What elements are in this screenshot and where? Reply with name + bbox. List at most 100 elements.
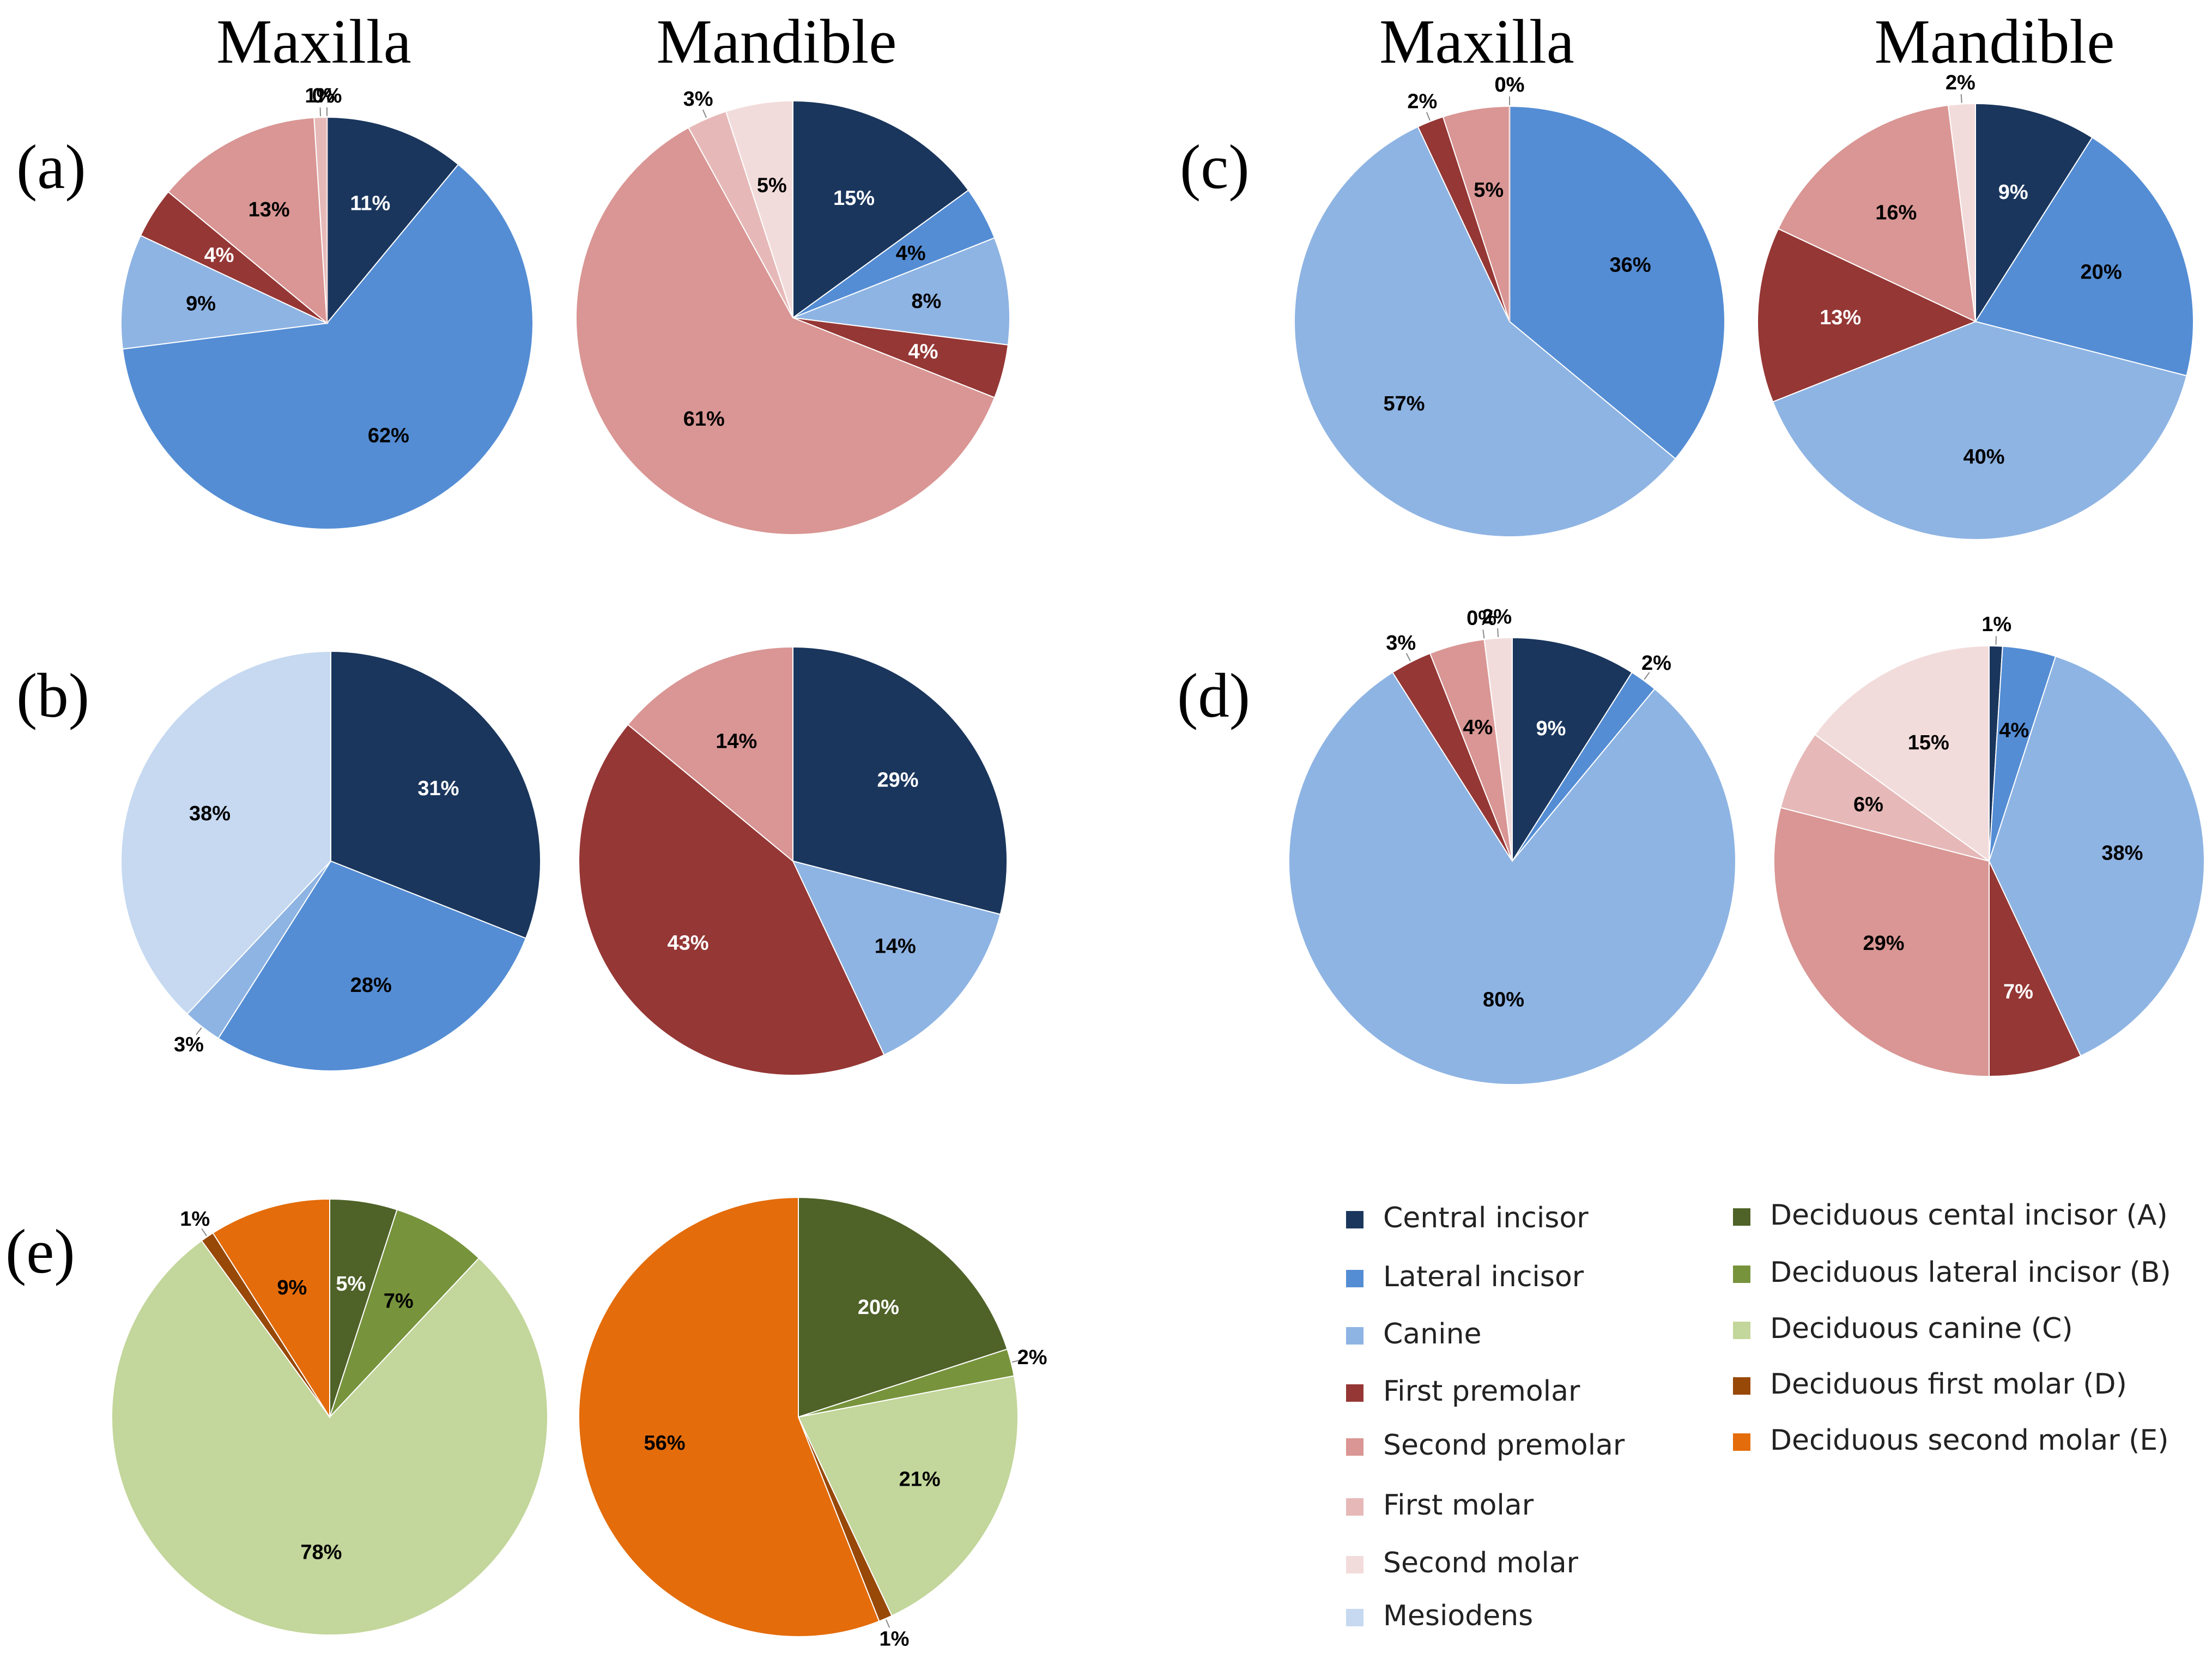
legend-swatch bbox=[1346, 1327, 1363, 1345]
pie-slice-deciduous-canine-c- bbox=[797, 1375, 1019, 1616]
legend-label: Deciduous lateral incisor (B) bbox=[1770, 1256, 2171, 1289]
header-right-mandible: Mandible bbox=[1875, 7, 2115, 76]
pie-slice-lateral-incisor bbox=[122, 164, 534, 530]
pie-charts: 11%62%9%4%13%1%0%15%4%8%4%61%3%5%31%28%3… bbox=[111, 71, 2205, 1651]
slice-value-label: 2% bbox=[1482, 606, 1512, 628]
slice-value-label: 0% bbox=[312, 84, 342, 107]
slice-value-label: 13% bbox=[249, 198, 290, 221]
pie-slice-second-molar bbox=[725, 100, 793, 318]
pie-slice-second-molar bbox=[1947, 102, 1976, 322]
slice-value-label: 40% bbox=[1963, 446, 2005, 469]
pie-slice-central-incisor bbox=[1975, 102, 2093, 324]
slice-value-label: 21% bbox=[899, 1468, 941, 1491]
pie-slice-deciduous-cental-incisor-a- bbox=[798, 1196, 1008, 1418]
leader-line bbox=[1960, 94, 1962, 103]
legend-item-mesiodens: Mesiodens bbox=[1346, 1600, 1533, 1632]
leader-line bbox=[1644, 672, 1650, 680]
pie-e-mandible: 20% 2% 21% 1% 56% bbox=[578, 1196, 1047, 1651]
legend-label: Central incisor bbox=[1383, 1202, 1589, 1234]
pie-slice-second-premolar bbox=[167, 117, 328, 325]
slice-value-label: 5% bbox=[1474, 179, 1504, 202]
legend-label: Deciduous first molar (D) bbox=[1770, 1368, 2127, 1401]
slice-value-label: 29% bbox=[877, 769, 918, 792]
slice-value-label: 29% bbox=[1863, 932, 1904, 955]
leader-line bbox=[1426, 112, 1431, 121]
slice-value-label: 9% bbox=[186, 292, 216, 315]
slice-value-label: 2% bbox=[1641, 652, 1671, 675]
pie-slice-central-incisor bbox=[792, 646, 1008, 915]
legend-swatch bbox=[1346, 1498, 1363, 1516]
legend-label: Second premolar bbox=[1383, 1429, 1625, 1462]
pie-slice-deciduous-second-molar-e- bbox=[578, 1196, 880, 1637]
legend-swatch bbox=[1733, 1377, 1750, 1395]
pie-slice-canine bbox=[792, 860, 1001, 1056]
slice-value-label: 38% bbox=[189, 802, 231, 825]
pie-slice-second-premolar bbox=[627, 646, 793, 863]
slice-value-label: 20% bbox=[858, 1296, 899, 1319]
slice-value-label: 0% bbox=[1495, 74, 1525, 96]
pie-c-mandible: 9% 20% 40% 13% 16% 2% bbox=[1757, 71, 2194, 540]
legend-swatch bbox=[1346, 1270, 1363, 1287]
pie-c-maxilla: 0%36%57%2%5%0%0% bbox=[1294, 74, 1725, 537]
legend-item-deciduous-canine-c-: Deciduous canine (C) bbox=[1733, 1312, 2073, 1345]
legend-label: Deciduous second molar (E) bbox=[1770, 1424, 2169, 1457]
pie-slice-lateral-incisor bbox=[1509, 105, 1725, 460]
slice-value-label: 4% bbox=[1463, 716, 1493, 739]
pie-a-maxilla: 11% 62% 9% 4% 13% 1%0% bbox=[120, 84, 534, 530]
slice-value-label: 14% bbox=[716, 730, 757, 753]
slice-value-label: 31% bbox=[417, 777, 459, 800]
pie-slice-canine bbox=[1294, 126, 1676, 537]
slice-value-label: 15% bbox=[1908, 731, 1949, 754]
pie-slice-second-molar bbox=[1814, 645, 1990, 862]
slice-value-label: 4% bbox=[896, 242, 926, 265]
pie-slice-deciduous-lateral-incisor-b- bbox=[329, 1209, 480, 1418]
legend-label: First molar bbox=[1383, 1489, 1534, 1522]
slice-value-label: 15% bbox=[833, 187, 875, 210]
pie-slice-lateral-incisor bbox=[1974, 136, 2194, 377]
panel-label-b: (b) bbox=[16, 661, 89, 730]
pie-slice-first-premolar bbox=[578, 724, 885, 1076]
pie-slice-central-incisor bbox=[792, 100, 969, 319]
pie-slice-first-premolar bbox=[1989, 861, 2082, 1077]
pie-d-mandible: 1% 4% 38% 7% 29% 6% 15% bbox=[1773, 613, 2205, 1077]
pie-slice-lateral-incisor bbox=[217, 860, 527, 1071]
legend-label: Mesiodens bbox=[1383, 1600, 1533, 1632]
slice-value-label: 5% bbox=[336, 1273, 366, 1295]
header-left-maxilla: Maxilla bbox=[216, 7, 411, 76]
pie-slice-canine bbox=[1772, 320, 2187, 540]
slice-value-label: 56% bbox=[644, 1432, 686, 1455]
legend-item-deciduous-first-molar-d-: Deciduous first molar (D) bbox=[1733, 1368, 2127, 1401]
legend-swatch bbox=[1733, 1433, 1750, 1451]
slice-value-label: 2% bbox=[1017, 1346, 1047, 1369]
pie-slice-second-molar bbox=[1483, 637, 1513, 862]
slice-value-label: 2% bbox=[1407, 90, 1437, 113]
slice-value-label: 62% bbox=[368, 424, 409, 447]
legend-swatch bbox=[1733, 1208, 1750, 1226]
leader-line bbox=[1405, 653, 1411, 662]
pie-slice-canine bbox=[120, 234, 329, 350]
pie-slice-second-premolar bbox=[1773, 807, 1990, 1077]
slice-value-label: 57% bbox=[1383, 392, 1425, 415]
leader-line bbox=[201, 1228, 207, 1237]
slice-value-label: 0% bbox=[1466, 607, 1496, 630]
slice-value-label: 20% bbox=[2081, 261, 2122, 284]
slice-value-label: 1% bbox=[305, 84, 335, 107]
header-right-maxilla: Maxilla bbox=[1379, 7, 1574, 76]
panel-label-d: (d) bbox=[1177, 661, 1250, 730]
pie-slice-central-incisor bbox=[1512, 637, 1633, 863]
slice-value-label: 4% bbox=[908, 340, 938, 363]
slice-value-label: 3% bbox=[174, 1033, 204, 1056]
legend-item-lateral-incisor: Lateral incisor bbox=[1346, 1261, 1584, 1293]
leader-line bbox=[196, 1027, 202, 1036]
slice-value-label: 9% bbox=[277, 1276, 307, 1299]
leader-line bbox=[702, 109, 707, 118]
pie-slice-central-incisor bbox=[326, 116, 459, 325]
pie-slice-deciduous-canine-c- bbox=[111, 1239, 548, 1636]
leader-line bbox=[885, 1619, 890, 1628]
leader-line bbox=[1482, 629, 1485, 639]
legend-item-deciduous-lateral-incisor-b-: Deciduous lateral incisor (B) bbox=[1733, 1256, 2171, 1289]
slice-value-label: 7% bbox=[2003, 980, 2033, 1003]
legend-item-first-premolar: First premolar bbox=[1346, 1375, 1580, 1408]
pie-slice-first-molar bbox=[1780, 734, 1990, 862]
